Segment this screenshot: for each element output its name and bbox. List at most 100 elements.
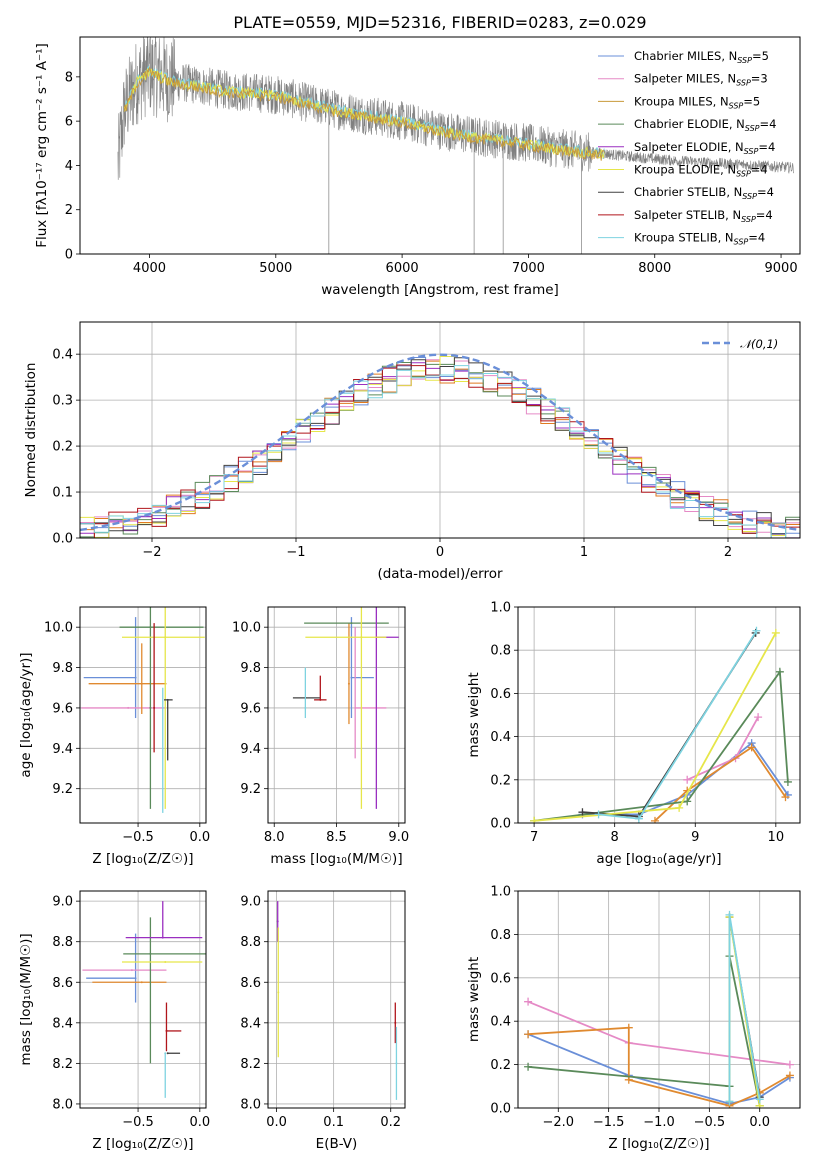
legend-label: 𝒩(0,1) (740, 337, 778, 351)
y-tick-label: 8.4 (52, 1016, 73, 1031)
data-point (350, 676, 353, 679)
series-marker (634, 814, 643, 823)
series-line (686, 716, 759, 781)
y-tick-label: 9.8 (52, 661, 73, 676)
y-tick-label: 6 (65, 115, 73, 130)
panel-mass_vs_ebv: 0.0 0.1 0.2 8.0 8.2 8.4 8.6 8.8 9.0 E(B-V) (240, 890, 406, 1152)
data-point (153, 706, 156, 709)
x-axis-label: E(B-V) (316, 1136, 358, 1152)
y-axis-label: mass weight (466, 957, 482, 1042)
y-tick-label: 9.6 (52, 701, 73, 716)
y-tick-label: 0.8 (490, 928, 511, 943)
data-point (165, 1029, 168, 1032)
data-point (161, 706, 164, 709)
plot-area (292, 607, 399, 809)
panel-spectrum: 4000 5000 6000 7000 8000 9000 0 2 4 6 8 wavelength … (34, 36, 801, 298)
data-point (394, 1021, 397, 1024)
legend-label: Kroupa MILES, NSSP=5 (634, 94, 760, 110)
x-tick-label: 9.0 (388, 830, 409, 845)
y-tick-label: 8.0 (240, 1097, 261, 1112)
x-tick-label: 5000 (259, 261, 292, 276)
data-point (149, 952, 152, 955)
legend-label: Chabrier ELODIE, NSSP=4 (634, 117, 776, 133)
x-tick-label: −0.5 (122, 830, 154, 845)
x-tick-label: 10 (768, 830, 785, 845)
panel-age_vs_Z: −0.5 0.0 9.2 9.4 9.6 9.8 10.0 Z [log₁₀(Z/Z☉)] ag… (18, 606, 210, 867)
series-marker (771, 628, 780, 637)
panel-residuals: −2 −1 0 1 2 0.0 0.1 0.2 0.3 0.4 (data-model)/error… (23, 321, 801, 582)
y-tick-label: 8.8 (240, 935, 261, 950)
x-tick-label: 7 (530, 830, 538, 845)
series-marker (624, 1023, 633, 1032)
series-marker (675, 803, 684, 812)
y-tick-label: 0.0 (52, 532, 73, 547)
series-marker (781, 793, 790, 802)
y-tick-label: 4 (65, 159, 73, 174)
y-tick-label: 0.4 (490, 1015, 511, 1030)
data-point (127, 706, 130, 709)
axes-frame (79, 890, 207, 1109)
legend-label: Kroupa STELIB, NSSP=4 (634, 231, 765, 247)
model-spectrum (123, 66, 605, 161)
figure-title: PLATE=0559, MJD=52316, FIBERID=0283, z=0… (233, 13, 646, 32)
y-tick-label: 0.0 (490, 1102, 511, 1117)
series-line (582, 632, 757, 818)
series-marker (785, 1071, 794, 1080)
y-tick-label: 0.4 (490, 730, 511, 745)
y-tick-label: 8.2 (240, 1057, 261, 1072)
y-axis-label: Normed distribution (23, 363, 39, 498)
x-tick-label: 8000 (638, 261, 671, 276)
y-tick-label: 9.4 (52, 742, 73, 757)
y-tick-label: 0.8 (490, 644, 511, 659)
y-tick-label: 8.4 (240, 1016, 261, 1031)
axes-frame (79, 606, 207, 824)
y-tick-label: 0.4 (52, 348, 73, 363)
x-tick-label: −1.5 (593, 1115, 625, 1130)
data-point (149, 706, 152, 709)
data-point (166, 1052, 169, 1055)
y-tick-label: 0.0 (490, 817, 511, 832)
normal-curve (80, 353, 800, 532)
panel-mass_weight_vs_Z: −2.0 −1.5 −1.0 −0.5 0.0 0.0 0.2 0.4 0.6 0.8 1.0 Z [… (466, 885, 801, 1152)
series-marker (650, 816, 659, 823)
y-tick-label: 9.4 (240, 742, 261, 757)
data-point (149, 626, 152, 629)
residual-histogram (80, 364, 800, 538)
y-tick-label: 9.0 (240, 895, 261, 910)
axes-frame (267, 606, 406, 824)
data-point (304, 706, 307, 709)
y-axis-label: mass [log₁₀(M/M☉)] (18, 933, 34, 1065)
series-line (533, 669, 789, 822)
legend-label: Salpeter MILES, NSSP=3 (634, 72, 768, 88)
series-marker (524, 1062, 533, 1071)
y-tick-label: 8 (65, 70, 73, 85)
y-axis-label: Flux [fλ10⁻¹⁷ erg cm⁻² s⁻¹ A⁻¹] (34, 43, 50, 248)
axes-frame (517, 606, 801, 824)
x-tick-label: −0.5 (122, 1115, 154, 1130)
x-tick-label: 8.5 (326, 830, 347, 845)
plot-area (80, 353, 800, 538)
series-marker (683, 797, 692, 806)
x-tick-label: −0.5 (694, 1115, 726, 1130)
x-axis-label: mass [log₁₀(M/M☉)] (270, 851, 402, 867)
x-tick-label: 0.1 (323, 1115, 344, 1130)
data-point (354, 706, 357, 709)
x-tick-label: 8 (611, 830, 619, 845)
plot-area (530, 626, 792, 823)
axes-frame (267, 890, 406, 1109)
y-tick-label: 8.0 (52, 1097, 73, 1112)
x-tick-label: 0.2 (380, 1115, 401, 1130)
x-tick-label: −1 (286, 545, 305, 560)
data-point (140, 682, 143, 685)
y-tick-label: 8.2 (52, 1057, 73, 1072)
x-axis-label: Z [log₁₀(Z/Z☉)] (608, 1136, 709, 1152)
x-tick-label: −2.0 (542, 1115, 574, 1130)
y-axis-label: age [log₁₀(age/yr)] (18, 652, 34, 777)
y-tick-label: 0.6 (490, 687, 511, 702)
data-point (395, 1062, 398, 1065)
data-point (164, 1052, 167, 1055)
data-point (166, 698, 169, 701)
series-marker (524, 1030, 533, 1039)
y-tick-label: 0.2 (52, 440, 73, 455)
